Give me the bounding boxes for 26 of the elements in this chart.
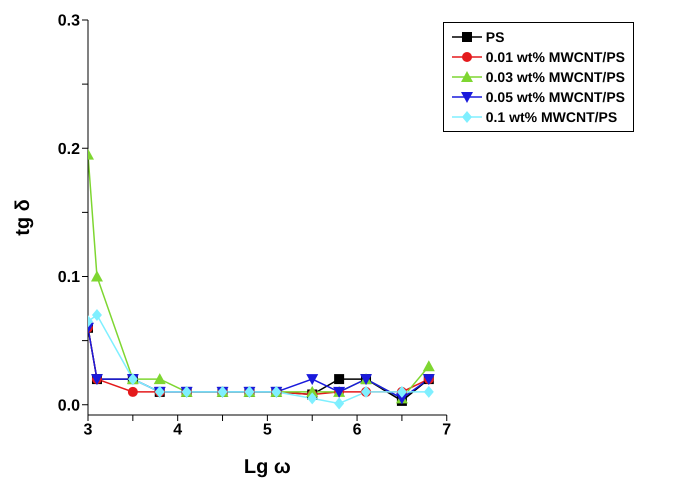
y-axis-title: tg δ bbox=[12, 199, 34, 236]
x-tick-label: 3 bbox=[84, 421, 93, 438]
y-tick-label: 0.0 bbox=[58, 397, 80, 414]
y-tick-label: 0.3 bbox=[58, 12, 80, 30]
point bbox=[154, 373, 166, 384]
legend-label: 0.05 wt% MWCNT/PS bbox=[486, 88, 625, 107]
point bbox=[334, 397, 344, 410]
y-tick-label: 0.2 bbox=[58, 140, 80, 158]
point bbox=[92, 308, 102, 321]
point bbox=[307, 392, 318, 404]
x-tick-label: 7 bbox=[442, 421, 452, 438]
point bbox=[90, 270, 103, 282]
point bbox=[306, 374, 318, 386]
legend-label: 0.03 wt% MWCNT/PS bbox=[486, 68, 625, 87]
point bbox=[422, 360, 435, 372]
point bbox=[334, 374, 344, 384]
y-tick-label: 0.1 bbox=[58, 269, 80, 286]
x-tick-label: 5 bbox=[262, 421, 272, 438]
x-tick-label: 4 bbox=[173, 421, 182, 438]
legend-label: PS bbox=[486, 28, 504, 47]
x-axis-title: Lg ω bbox=[244, 456, 291, 478]
point bbox=[424, 386, 434, 398]
legend-label: 0.1 wt% MWCNT/PS bbox=[486, 108, 618, 127]
x-tick-label: 6 bbox=[352, 421, 362, 438]
point bbox=[128, 386, 138, 397]
legend-label: 0.01 wt% MWCNT/PS bbox=[486, 48, 625, 67]
